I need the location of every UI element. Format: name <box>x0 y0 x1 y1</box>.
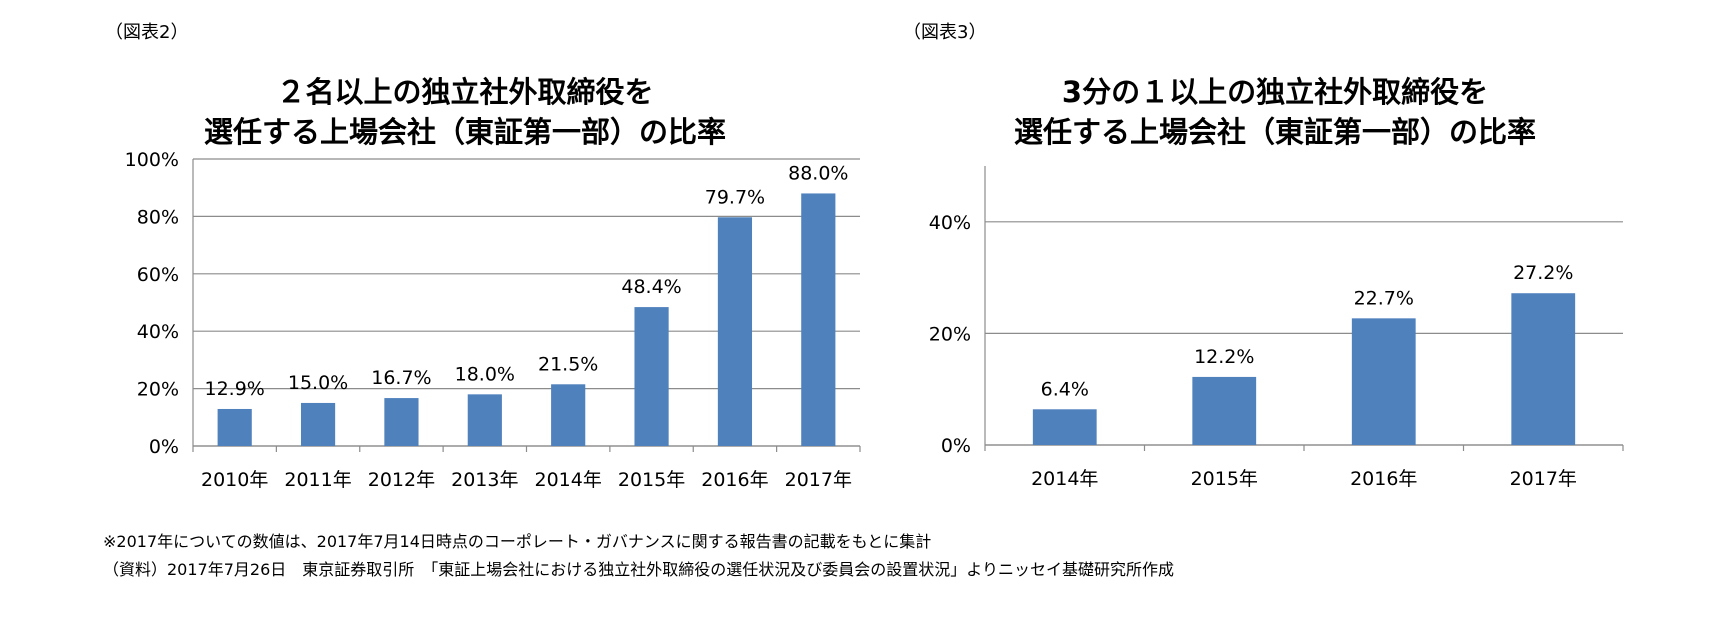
chart-3-title: 3分の１以上の独立社外取締役を 選任する上場会社（東証第一部）の比率 <box>940 72 1610 152</box>
x-tick-label: 2014年 <box>1031 468 1098 490</box>
x-tick-label: 2013年 <box>451 469 518 491</box>
bar <box>634 307 669 446</box>
y-tick-label: 80% <box>137 206 179 228</box>
bar <box>717 217 753 446</box>
x-tick-label: 2015年 <box>1191 468 1258 490</box>
y-tick-label: 40% <box>929 212 971 234</box>
y-tick-label: 40% <box>137 321 179 343</box>
bar <box>1032 409 1097 445</box>
data-label: 27.2% <box>1513 262 1573 284</box>
bar <box>467 394 502 446</box>
y-tick-label: 0% <box>149 436 179 458</box>
footnote: ※2017年についての数値は、2017年7月14日時点のコーポレート・ガバナンス… <box>103 532 932 551</box>
bar <box>217 408 252 446</box>
y-tick-label: 60% <box>137 264 179 286</box>
bar <box>384 398 419 446</box>
y-tick-label: 20% <box>929 323 971 345</box>
data-label: 12.2% <box>1194 346 1254 368</box>
bar <box>801 193 836 446</box>
data-label: 6.4% <box>1041 378 1089 400</box>
bar <box>1511 293 1576 445</box>
source-note: （資料）2017年7月26日 東京証券取引所 「東証上場会社における独立社外取締… <box>103 560 1174 579</box>
y-tick-label: 100% <box>125 149 179 171</box>
data-label: 88.0% <box>788 162 848 184</box>
bar <box>1192 376 1257 445</box>
data-label: 15.0% <box>288 372 348 394</box>
bar <box>1351 318 1416 445</box>
x-tick-label: 2012年 <box>368 469 435 491</box>
y-tick-label: 0% <box>941 435 971 457</box>
bar <box>300 402 336 446</box>
data-label: 12.9% <box>205 378 265 400</box>
x-tick-label: 2016年 <box>1350 468 1417 490</box>
chart-2: 0% 20% 40% 60% 80% 100% 12.9% 2010年 15.0% 2011年 16… <box>125 149 861 491</box>
chart-3-title-line-1: 3分の１以上の独立社外取締役を <box>1061 75 1489 109</box>
x-tick-label: 2010年 <box>201 469 268 491</box>
figure-2-label: （図表2） <box>105 22 189 43</box>
chart-3-title-line-2: 選任する上場会社（東証第一部）の比率 <box>1013 115 1536 149</box>
x-tick-label: 2014年 <box>535 469 602 491</box>
chart-2-title: ２名以上の独立社外取締役を 選任する上場会社（東証第一部）の比率 <box>130 72 800 152</box>
data-label: 48.4% <box>621 276 681 298</box>
x-tick-label: 2017年 <box>785 469 852 491</box>
data-label: 21.5% <box>538 353 598 375</box>
x-tick-label: 2017年 <box>1510 468 1577 490</box>
data-label: 22.7% <box>1354 287 1414 309</box>
bar <box>551 384 586 446</box>
x-tick-label: 2015年 <box>618 469 685 491</box>
chart-2-title-line-2: 選任する上場会社（東証第一部）の比率 <box>203 115 726 149</box>
data-label: 16.7% <box>371 367 431 389</box>
chart-3: 0% 20% 40% 6.4% 2014年 12.2% 2015年 22.7% 2016年 27.… <box>929 166 1624 490</box>
data-label: 18.0% <box>455 363 515 385</box>
chart-2-title-line-1: ２名以上の独立社外取締役を <box>276 75 654 109</box>
y-tick-label: 20% <box>137 379 179 401</box>
data-label: 79.7% <box>705 186 765 208</box>
x-tick-label: 2016年 <box>701 469 768 491</box>
figure-3-label: （図表3） <box>903 22 987 43</box>
x-tick-label: 2011年 <box>284 469 351 491</box>
